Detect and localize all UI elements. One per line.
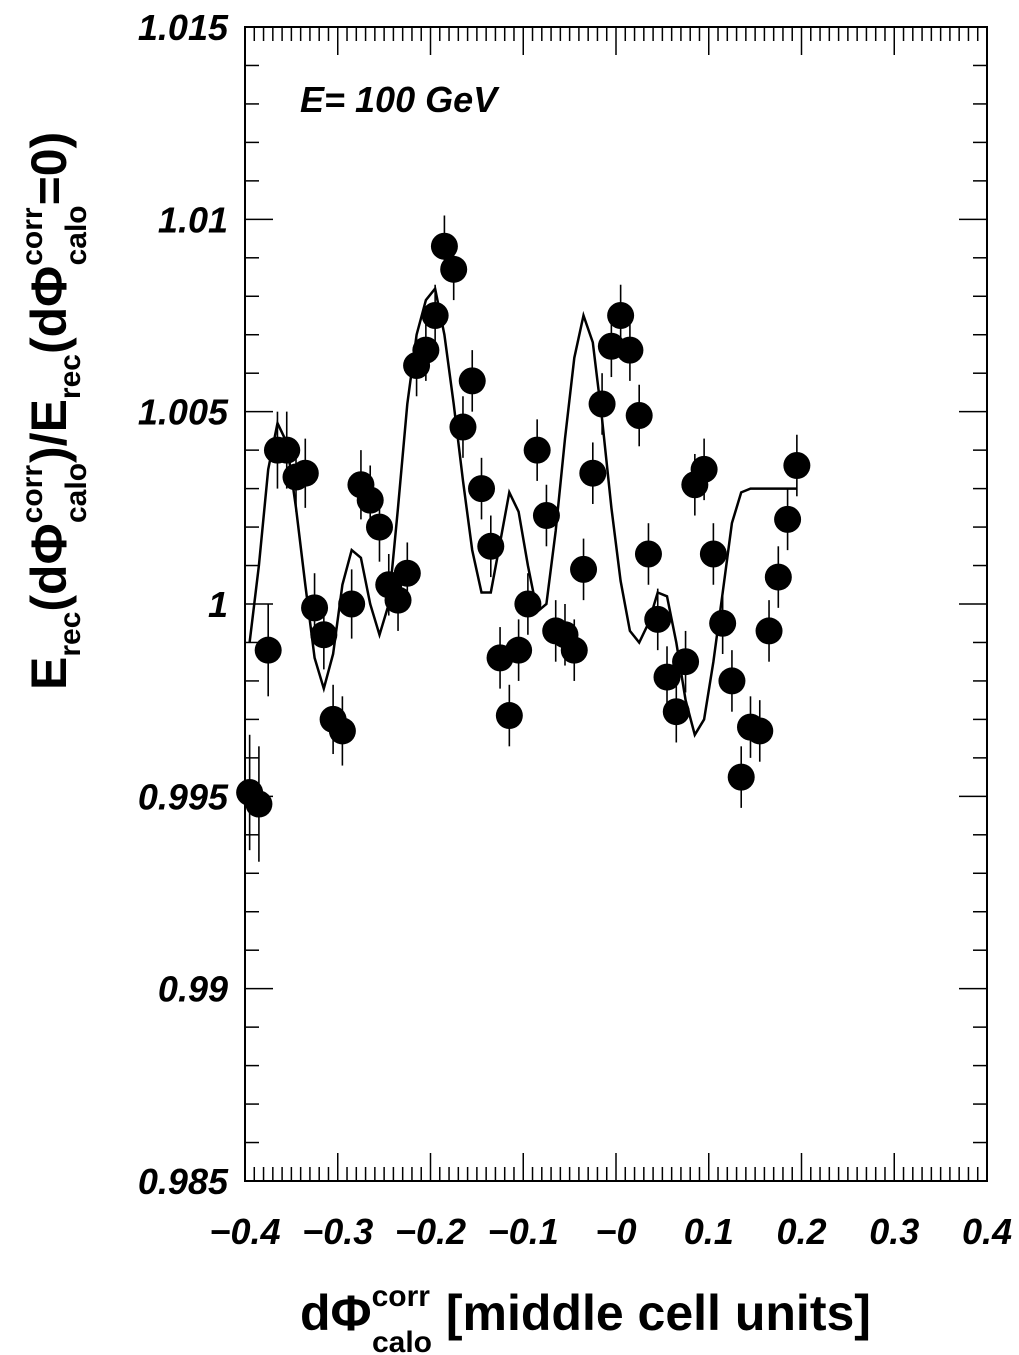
x-tick-label: −0.3: [302, 1211, 373, 1252]
axis-ticks: [244, 26, 988, 1182]
y-label-p1-sup: corr: [16, 465, 49, 524]
data-point: [468, 475, 496, 503]
y-axis-label: Erec(dΦcorr calo)/Erec(dΦcorr calo=0): [16, 132, 93, 690]
data-point: [273, 436, 301, 464]
x-label-main: dΦ: [300, 1285, 372, 1341]
y-label-p2-sup: corr: [16, 207, 49, 266]
y-label-mid: )/E: [21, 399, 77, 463]
data-point: [523, 436, 551, 464]
data-point: [421, 302, 449, 329]
data-point: [356, 486, 384, 514]
y-tick-label: 1.015: [138, 7, 229, 48]
data-point: [672, 648, 700, 676]
y-tick-label: 1.01: [158, 199, 228, 240]
x-label-rest: [middle cell units]: [432, 1285, 871, 1341]
data-point: [727, 763, 755, 791]
y-tick-label: 0.995: [138, 776, 229, 817]
energy-annotation: E= 100 GeV: [300, 79, 500, 120]
y-tick-label: 1.005: [138, 392, 229, 433]
x-tick-label: −0.2: [395, 1211, 466, 1252]
data-point: [764, 563, 792, 591]
data-point: [634, 540, 662, 568]
data-point: [412, 336, 440, 364]
data-point: [709, 609, 737, 637]
x-label-sub: calo: [372, 1326, 432, 1355]
data-point: [495, 702, 523, 730]
data-point: [560, 636, 588, 664]
x-tick-label: −0: [595, 1211, 636, 1252]
data-point: [393, 559, 421, 587]
x-tick-label: −0.4: [209, 1211, 280, 1252]
y-label-e1: E: [21, 657, 77, 690]
data-point: [328, 717, 356, 745]
data-point: [245, 790, 273, 818]
data-point: [458, 367, 486, 395]
data-point: [430, 232, 458, 260]
data-point: [338, 590, 366, 618]
fit-curve: [248, 285, 797, 738]
data-point: [690, 455, 718, 483]
x-tick-label: 0.4: [962, 1211, 1012, 1252]
y-tick-labels: 0.985 0.99 0.995 1 1.005 1.01 1.015: [138, 7, 229, 1202]
data-point: [505, 636, 533, 664]
data-point: [254, 636, 282, 664]
x-tick-label: 0.1: [684, 1211, 734, 1252]
x-tick-label: −0.1: [488, 1211, 559, 1252]
y-tick-label: 0.985: [138, 1161, 229, 1202]
data-point: [653, 663, 681, 691]
y-label-p1-open: (dΦ: [21, 523, 77, 611]
data-point: [662, 698, 690, 726]
data-point: [579, 459, 607, 487]
x-tick-label: 0.3: [869, 1211, 919, 1252]
data-point: [440, 255, 468, 283]
x-tick-label: 0.2: [776, 1211, 826, 1252]
x-tick-labels: −0.4 −0.3 −0.2 −0.1 −0 0.1 0.2 0.3 0.4: [209, 1211, 1012, 1252]
x-axis-label: dΦcorr calo [middle cell units]: [300, 1280, 871, 1355]
y-tick-label: 0.99: [158, 969, 228, 1010]
y-label-p2-close: =0): [21, 132, 77, 206]
data-point: [783, 452, 811, 480]
y-label-p2-sub: calo: [60, 205, 93, 265]
data-point: [616, 336, 644, 364]
data-point: [384, 586, 412, 614]
data-point: [570, 555, 598, 583]
data-point: [310, 621, 338, 649]
data-point: [477, 532, 505, 560]
data-points: [236, 215, 811, 862]
data-point: [755, 617, 783, 645]
data-point: [449, 413, 477, 441]
data-point: [532, 502, 560, 530]
data-point: [607, 302, 635, 329]
data-point: [514, 590, 542, 618]
data-point: [774, 505, 802, 533]
data-point: [746, 717, 774, 745]
y-label-p1-sub: calo: [60, 463, 93, 523]
data-point: [588, 390, 616, 418]
data-point: [718, 667, 746, 695]
data-point: [291, 459, 319, 487]
data-point: [301, 594, 329, 622]
y-label-e2-sub: rec: [54, 354, 87, 399]
data-point: [644, 605, 672, 633]
y-tick-label: 1: [208, 584, 228, 625]
x-label-sup: corr: [372, 1280, 431, 1313]
y-label-e1-sub: rec: [54, 612, 87, 657]
data-point: [625, 402, 653, 430]
data-point: [365, 513, 393, 541]
y-label-p2-open: (dΦ: [21, 266, 77, 354]
data-point: [699, 540, 727, 568]
